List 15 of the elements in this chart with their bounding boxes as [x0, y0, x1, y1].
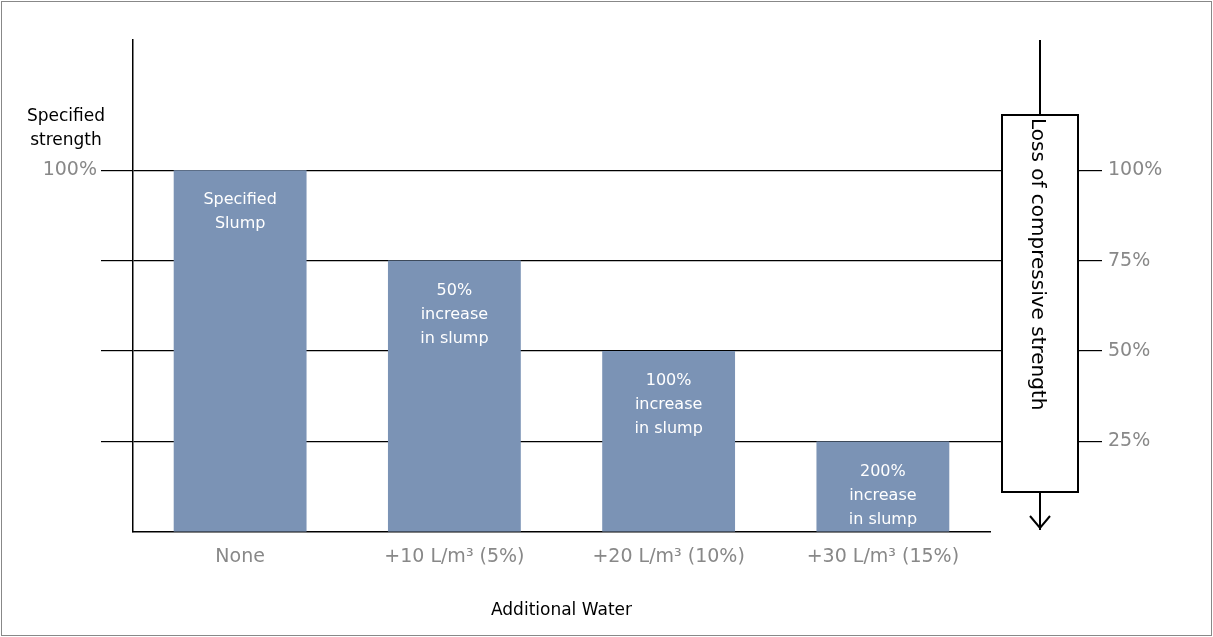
- x-tick-label: +10 L/m³ (5%): [384, 544, 525, 567]
- x-tick-label: +20 L/m³ (10%): [592, 544, 745, 567]
- x-tick-label: +30 L/m³ (15%): [806, 544, 960, 567]
- annotation: Loss of compressive strength: [1026, 118, 1052, 413]
- y-axis-title: Specified strength: [26, 105, 106, 150]
- x-tick-label: None: [215, 544, 265, 567]
- y2-tick-label: 50%: [1108, 337, 1151, 360]
- annotation: Specified Slump: [203, 189, 277, 233]
- x-axis-title: Additional Water: [491, 599, 633, 620]
- y2-tick-label: 25%: [1108, 428, 1151, 451]
- annotation: 100% increase in slump: [634, 370, 703, 438]
- y2-tick-label: 100%: [1108, 157, 1163, 180]
- annotation: 200% increase in slump: [848, 460, 918, 528]
- annotation: 50% increase in slump: [420, 279, 489, 347]
- y2-tick-label: 75%: [1108, 247, 1151, 270]
